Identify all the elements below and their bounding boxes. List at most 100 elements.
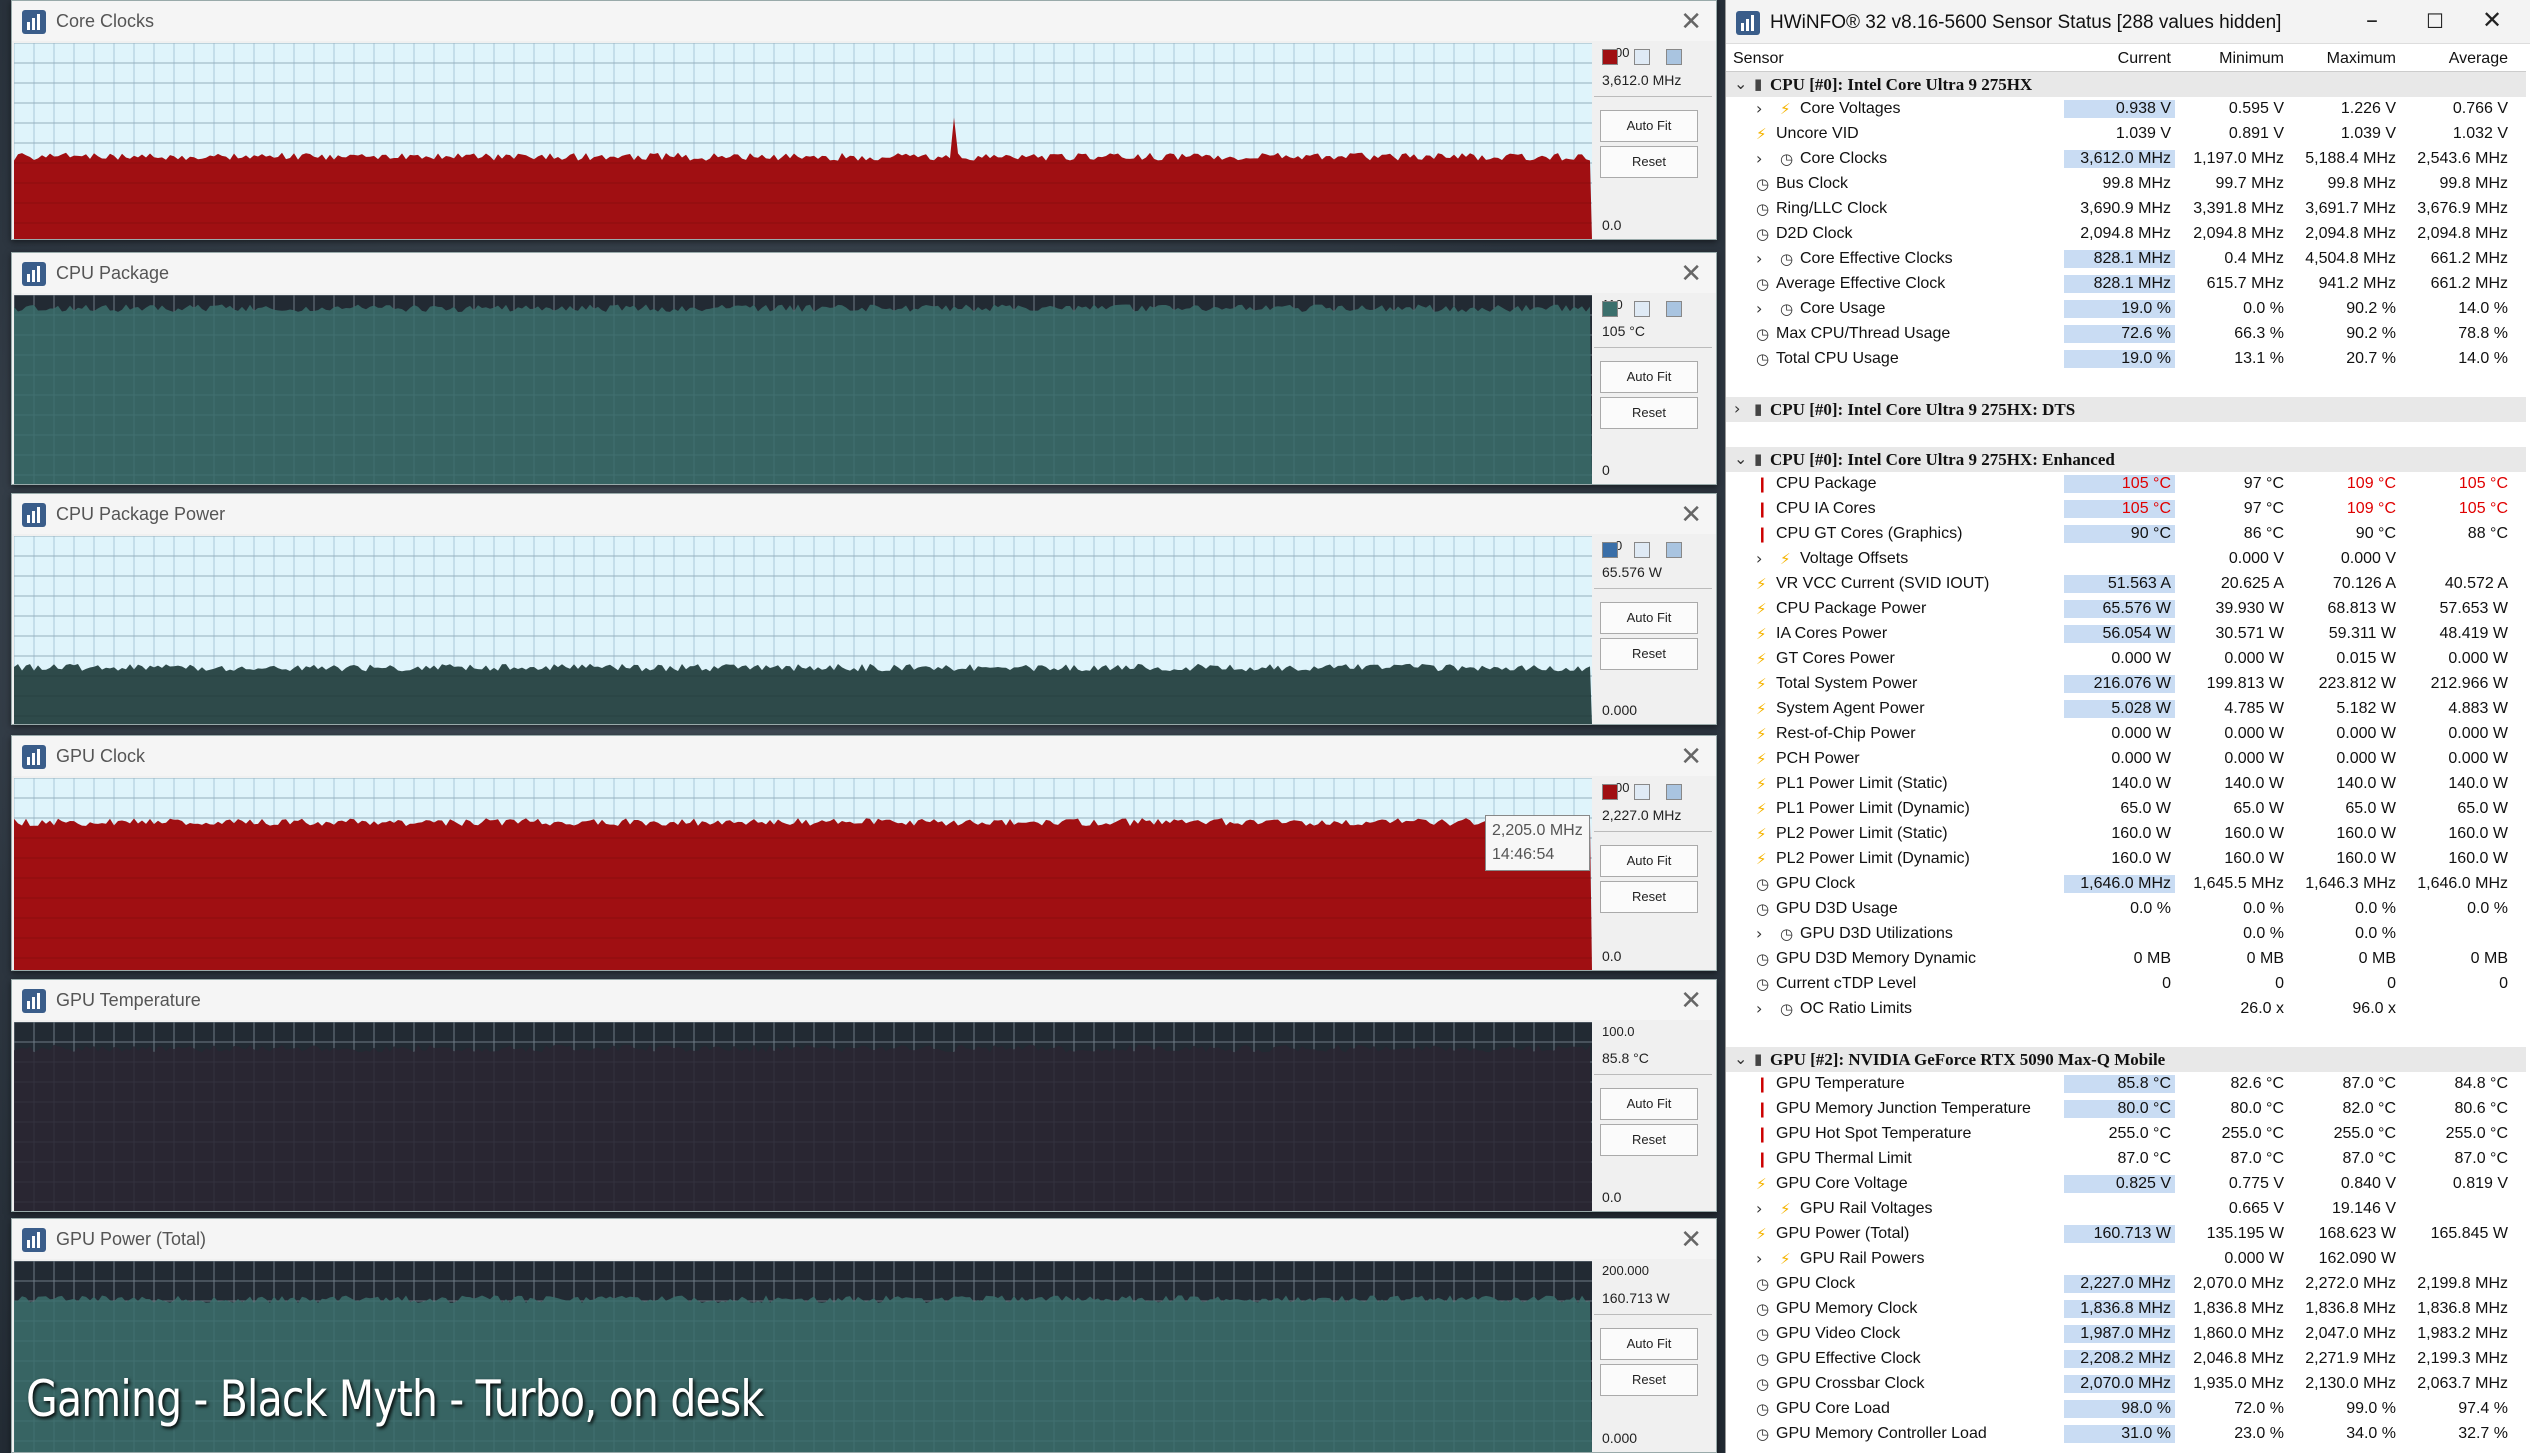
chevron-down-icon[interactable]: ⌄ bbox=[1734, 449, 1748, 468]
sensor-row[interactable]: ⚡ Uncore VID 1.039 V 0.891 V 1.039 V 1.032 V bbox=[1726, 122, 2526, 147]
chevron-right-icon[interactable]: › bbox=[1756, 999, 1763, 1018]
col-average[interactable]: Average bbox=[2448, 50, 2508, 67]
sensor-group[interactable]: ⌄ ▮ GPU [#2]: NVIDIA GeForce RTX 5090 Ma… bbox=[1726, 1047, 2526, 1072]
sensor-row[interactable]: › ◷ Core Effective Clocks 828.1 MHz 0.4 MHz… bbox=[1726, 247, 2526, 272]
sensor-row[interactable]: ⚡ GT Cores Power 0.000 W 0.000 W 0.015 W 0.0… bbox=[1726, 647, 2526, 672]
close-icon[interactable]: ✕ bbox=[1680, 500, 1702, 530]
sensor-row[interactable]: ◷ Ring/LLC Clock 3,690.9 MHz 3,391.8 MHz 3,… bbox=[1726, 197, 2526, 222]
color-swatch[interactable] bbox=[1602, 49, 1618, 65]
sensor-row[interactable]: ⚡ Rest-of-Chip Power 0.000 W 0.000 W 0.000 … bbox=[1726, 722, 2526, 747]
auto-fit-button[interactable]: Auto Fit bbox=[1600, 110, 1698, 142]
chevron-right-icon[interactable]: › bbox=[1756, 549, 1763, 568]
sensor-row[interactable]: ⚡ PL1 Power Limit (Static) 140.0 W 140.0 W… bbox=[1726, 772, 2526, 797]
sensor-row[interactable]: ◷ GPU Clock 1,646.0 MHz 1,645.5 MHz 1,646.3… bbox=[1726, 872, 2526, 897]
graph-window-gpu-temperature[interactable]: GPU Temperature ✕ 100.0 85.8 °C Auto Fit… bbox=[11, 979, 1717, 1212]
sensor-row[interactable]: ⚡ CPU Package Power 65.576 W 39.930 W 68.81… bbox=[1726, 597, 2526, 622]
graph-window-cpu-package[interactable]: CPU Package ✕ 110 105 °C Auto Fit Reset … bbox=[11, 252, 1717, 485]
color-swatch[interactable] bbox=[1666, 301, 1682, 317]
sensor-row[interactable]: › ⚡ Core Voltages 0.938 V 0.595 V 1.226 V 0.7… bbox=[1726, 97, 2526, 122]
sensor-row[interactable]: ◷ Total CPU Usage 19.0 % 13.1 % 20.7 % 14.0 … bbox=[1726, 347, 2526, 372]
sensor-row[interactable]: ◷ Current cTDP Level 0 0 0 0 bbox=[1726, 972, 2526, 997]
reset-button[interactable]: Reset bbox=[1600, 1364, 1698, 1396]
sensor-row[interactable]: ◷ GPU Effective Clock 2,208.2 MHz 2,046.8 … bbox=[1726, 1347, 2526, 1372]
col-maximum[interactable]: Maximum bbox=[2326, 50, 2396, 67]
graph-plot-area[interactable] bbox=[14, 778, 1592, 970]
sensor-row[interactable]: ⚡ Total System Power 216.076 W 199.813 W 22… bbox=[1726, 672, 2526, 697]
close-icon[interactable]: ✕ bbox=[2482, 6, 2503, 34]
graph-titlebar[interactable]: GPU Temperature ✕ bbox=[12, 980, 1716, 1020]
close-icon[interactable]: ✕ bbox=[1680, 1225, 1702, 1255]
sensor-row[interactable]: ❙ CPU GT Cores (Graphics) 90 °C 86 °C 90 °C… bbox=[1726, 522, 2526, 547]
col-sensor[interactable]: Sensor bbox=[1733, 50, 1784, 67]
close-icon[interactable]: ✕ bbox=[1680, 742, 1702, 772]
sensor-row[interactable]: ◷ Max CPU/Thread Usage 72.6 % 66.3 % 90.2 %… bbox=[1726, 322, 2526, 347]
sensor-row[interactable]: ◷ GPU Crossbar Clock 2,070.0 MHz 1,935.0 M… bbox=[1726, 1372, 2526, 1397]
chevron-right-icon[interactable]: › bbox=[1756, 149, 1763, 168]
color-swatch[interactable] bbox=[1602, 542, 1618, 558]
chevron-right-icon[interactable]: › bbox=[1756, 249, 1763, 268]
sensor-row[interactable]: ◷ Bus Clock 99.8 MHz 99.7 MHz 99.8 MHz 99.8 … bbox=[1726, 172, 2526, 197]
graph-titlebar[interactable]: Core Clocks ✕ bbox=[12, 1, 1716, 41]
close-icon[interactable]: ✕ bbox=[1680, 986, 1702, 1016]
graph-window-gpu-power-total-[interactable]: GPU Power (Total) ✕ 200.000 160.713 W Au… bbox=[11, 1218, 1717, 1453]
graph-window-core-clocks[interactable]: Core Clocks ✕ …00 3,612.0 MHz Auto Fit R… bbox=[11, 0, 1717, 240]
chevron-right-icon[interactable]: › bbox=[1734, 399, 1741, 418]
sensor-row[interactable]: › ◷ GPU D3D Utilizations 0.0 % 0.0 % bbox=[1726, 922, 2526, 947]
graph-titlebar[interactable]: CPU Package ✕ bbox=[12, 253, 1716, 293]
col-current[interactable]: Current bbox=[2117, 50, 2171, 67]
color-swatch[interactable] bbox=[1666, 542, 1682, 558]
graph-plot-area[interactable] bbox=[14, 536, 1592, 724]
sensor-row[interactable]: › ⚡ GPU Rail Powers 0.000 W 162.090 W bbox=[1726, 1247, 2526, 1272]
chevron-right-icon[interactable]: › bbox=[1756, 1199, 1763, 1218]
color-swatch[interactable] bbox=[1666, 49, 1682, 65]
minimize-icon[interactable]: – bbox=[2366, 6, 2378, 34]
auto-fit-button[interactable]: Auto Fit bbox=[1600, 1088, 1698, 1120]
graph-plot-area[interactable] bbox=[14, 1261, 1592, 1452]
sensor-row[interactable]: ◷ GPU Memory Controller Load 31.0 % 23.0 %… bbox=[1726, 1422, 2526, 1447]
sensor-row[interactable]: ⚡ PL2 Power Limit (Dynamic) 160.0 W 160.0 … bbox=[1726, 847, 2526, 872]
color-swatch[interactable] bbox=[1634, 784, 1650, 800]
sensor-row[interactable]: ❙ CPU IA Cores 105 °C 97 °C 109 °C 105 °C bbox=[1726, 497, 2526, 522]
sensor-row[interactable]: ❙ GPU Temperature 85.8 °C 82.6 °C 87.0 °C 84… bbox=[1726, 1072, 2526, 1097]
sensor-group[interactable]: › ▮ CPU [#0]: Intel Core Ultra 9 275HX: … bbox=[1726, 397, 2526, 422]
close-icon[interactable]: ✕ bbox=[1680, 7, 1702, 37]
color-swatch[interactable] bbox=[1634, 301, 1650, 317]
hwinfo-titlebar[interactable]: HWiNFO® 32 v8.16-5600 Sensor Status [288… bbox=[1726, 0, 2530, 44]
reset-button[interactable]: Reset bbox=[1600, 1124, 1698, 1156]
sensor-row[interactable]: ❙ GPU Memory Junction Temperature 80.0 °C… bbox=[1726, 1097, 2526, 1122]
color-swatch[interactable] bbox=[1634, 49, 1650, 65]
close-icon[interactable]: ✕ bbox=[1680, 259, 1702, 289]
graph-plot-area[interactable] bbox=[14, 1022, 1592, 1211]
sensor-row[interactable]: ◷ GPU D3D Usage 0.0 % 0.0 % 0.0 % 0.0 % bbox=[1726, 897, 2526, 922]
reset-button[interactable]: Reset bbox=[1600, 638, 1698, 670]
sensor-row[interactable]: ❙ GPU Hot Spot Temperature 255.0 °C 255.0 … bbox=[1726, 1122, 2526, 1147]
chevron-down-icon[interactable]: ⌄ bbox=[1734, 74, 1748, 93]
sensor-group[interactable]: ⌄ ▮ CPU [#0]: Intel Core Ultra 9 275HX: … bbox=[1726, 447, 2526, 472]
sensor-row[interactable]: › ⚡ GPU Rail Voltages 0.665 V 19.146 V bbox=[1726, 1197, 2526, 1222]
sensor-row[interactable]: ❙ CPU Package 105 °C 97 °C 109 °C 105 °C bbox=[1726, 472, 2526, 497]
sensor-group[interactable]: ⌄ ▮ CPU [#0]: Intel Core Ultra 9 275HX bbox=[1726, 72, 2526, 97]
maximize-icon[interactable]: ☐ bbox=[2426, 9, 2444, 33]
graph-titlebar[interactable]: GPU Clock ✕ bbox=[12, 736, 1716, 776]
sensor-row[interactable]: ◷ GPU D3D Memory Dynamic 0 MB 0 MB 0 MB 0 MB bbox=[1726, 947, 2526, 972]
auto-fit-button[interactable]: Auto Fit bbox=[1600, 845, 1698, 877]
sensor-row[interactable]: › ◷ Core Clocks 3,612.0 MHz 1,197.0 MHz 5,18… bbox=[1726, 147, 2526, 172]
graph-titlebar[interactable]: CPU Package Power ✕ bbox=[12, 494, 1716, 534]
reset-button[interactable]: Reset bbox=[1600, 146, 1698, 178]
sensor-row[interactable]: ⚡ GPU Power (Total) 160.713 W 135.195 W 168… bbox=[1726, 1222, 2526, 1247]
sensor-row[interactable]: ⚡ System Agent Power 5.028 W 4.785 W 5.182 … bbox=[1726, 697, 2526, 722]
sensor-row[interactable]: ◷ GPU Clock 2,227.0 MHz 2,070.0 MHz 2,272.0… bbox=[1726, 1272, 2526, 1297]
sensor-row[interactable]: ❙ GPU Thermal Limit 87.0 °C 87.0 °C 87.0 °C… bbox=[1726, 1147, 2526, 1172]
sensor-row[interactable]: ◷ GPU Core Load 98.0 % 72.0 % 99.0 % 97.4 % bbox=[1726, 1397, 2526, 1422]
auto-fit-button[interactable]: Auto Fit bbox=[1600, 361, 1698, 393]
graph-window-gpu-clock[interactable]: GPU Clock ✕ …00 2,227.0 MHz Auto Fit Res… bbox=[11, 735, 1717, 971]
sensor-row[interactable]: › ◷ Core Usage 19.0 % 0.0 % 90.2 % 14.0 % bbox=[1726, 297, 2526, 322]
graph-titlebar[interactable]: GPU Power (Total) ✕ bbox=[12, 1219, 1716, 1259]
chevron-right-icon[interactable]: › bbox=[1756, 924, 1763, 943]
sensor-row[interactable]: ◷ GPU Memory Clock 1,836.8 MHz 1,836.8 MHz… bbox=[1726, 1297, 2526, 1322]
sensor-row[interactable]: ◷ D2D Clock 2,094.8 MHz 2,094.8 MHz 2,094.8… bbox=[1726, 222, 2526, 247]
sensor-row[interactable]: ⚡ PCH Power 0.000 W 0.000 W 0.000 W 0.000 W bbox=[1726, 747, 2526, 772]
sensor-row[interactable]: › ◷ OC Ratio Limits 26.0 x 96.0 x bbox=[1726, 997, 2526, 1022]
sensor-row[interactable]: ⚡ IA Cores Power 56.054 W 30.571 W 59.311 W… bbox=[1726, 622, 2526, 647]
col-minimum[interactable]: Minimum bbox=[2219, 50, 2284, 67]
